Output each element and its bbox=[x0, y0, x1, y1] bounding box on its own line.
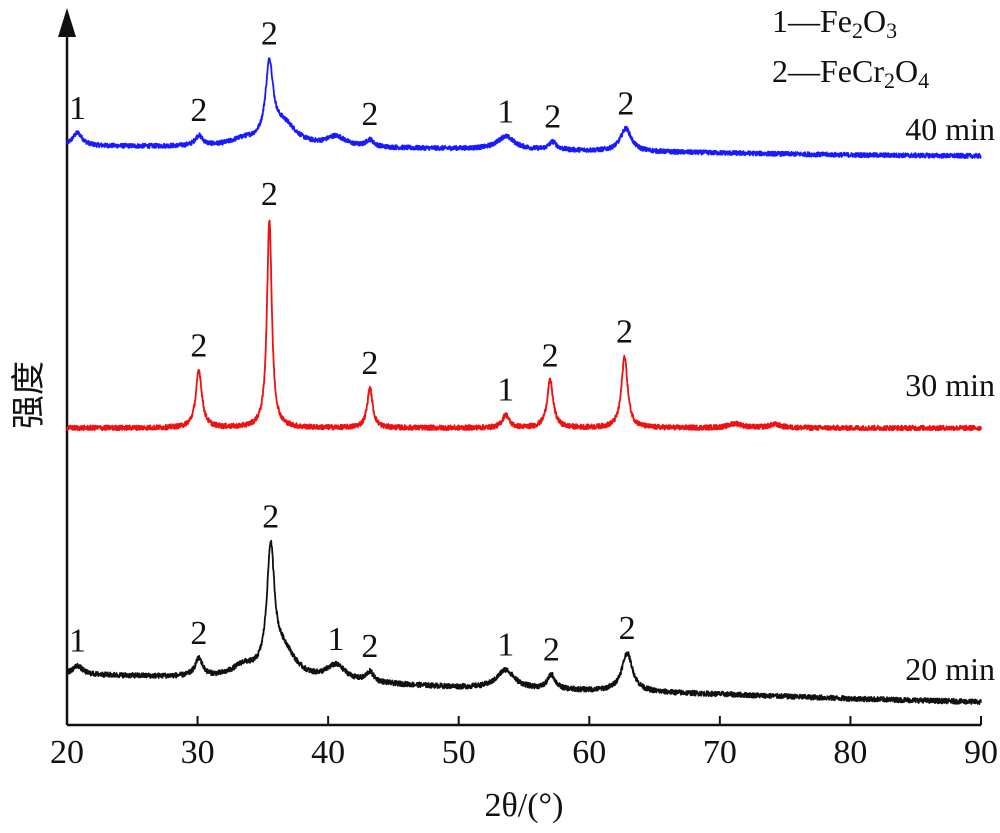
legend-text: O bbox=[895, 53, 918, 89]
subscript: 2 bbox=[852, 18, 863, 43]
peak-label: 2 bbox=[190, 327, 207, 364]
x-tick-label: 70 bbox=[703, 734, 737, 771]
peak-label: 1 bbox=[69, 90, 86, 127]
subscript: 3 bbox=[886, 18, 897, 43]
x-tick-label: 60 bbox=[572, 734, 606, 771]
peak-label: 2 bbox=[619, 610, 636, 647]
peak-label: 2 bbox=[361, 628, 378, 665]
x-tick-label: 50 bbox=[442, 734, 476, 771]
y-axis-arrow bbox=[58, 8, 76, 37]
x-axis-title: 2θ/(°) bbox=[485, 787, 564, 824]
series-line-30-min bbox=[66, 219, 982, 432]
peak-label: 2 bbox=[262, 499, 279, 536]
peak-label: 2 bbox=[544, 98, 561, 135]
legend-item-fe2o3: 1—Fe2O3 bbox=[772, 3, 897, 43]
traces: 40 min 30 min 20 min bbox=[66, 57, 995, 705]
x-tick-label: 30 bbox=[181, 734, 215, 771]
peak-label: 1 bbox=[497, 627, 514, 664]
legend-text: O bbox=[863, 3, 886, 39]
series-line-20-min bbox=[66, 539, 982, 705]
peak-label: 1 bbox=[497, 93, 514, 130]
subscript: 4 bbox=[918, 68, 929, 93]
y-axis-title: 强度 bbox=[10, 361, 48, 429]
series-label: 40 min bbox=[905, 111, 995, 147]
series-label: 30 min bbox=[905, 367, 995, 403]
legend: 1—Fe2O3 2—FeCr2O4 bbox=[772, 3, 929, 93]
series-label: 20 min bbox=[905, 651, 995, 687]
peak-label: 2 bbox=[190, 615, 207, 652]
peak-label: 2 bbox=[361, 345, 378, 382]
peak-label: 1 bbox=[69, 623, 86, 660]
peak-label: 2 bbox=[361, 96, 378, 133]
peak-label: 2 bbox=[261, 176, 278, 213]
peak-label: 2 bbox=[616, 313, 633, 350]
peak-label: 2 bbox=[261, 16, 278, 53]
x-tick-label: 40 bbox=[311, 734, 345, 771]
peak-label: 2 bbox=[543, 631, 560, 668]
peak-label: 2 bbox=[617, 85, 634, 122]
legend-item-fecr2o4: 2—FeCr2O4 bbox=[772, 53, 929, 93]
x-tick-label: 80 bbox=[833, 734, 867, 771]
peak-label: 2 bbox=[542, 337, 559, 374]
peak-label: 1 bbox=[497, 371, 514, 408]
peak-label: 2 bbox=[190, 92, 207, 129]
subscript: 2 bbox=[884, 68, 895, 93]
x-tick-label: 20 bbox=[50, 734, 84, 771]
series-line-40-min bbox=[66, 57, 982, 159]
peak-label: 1 bbox=[327, 621, 344, 658]
axes: 20 30 40 50 60 70 80 90 2θ/(°) 强度 bbox=[10, 8, 998, 824]
x-tick-label: 90 bbox=[964, 734, 998, 771]
